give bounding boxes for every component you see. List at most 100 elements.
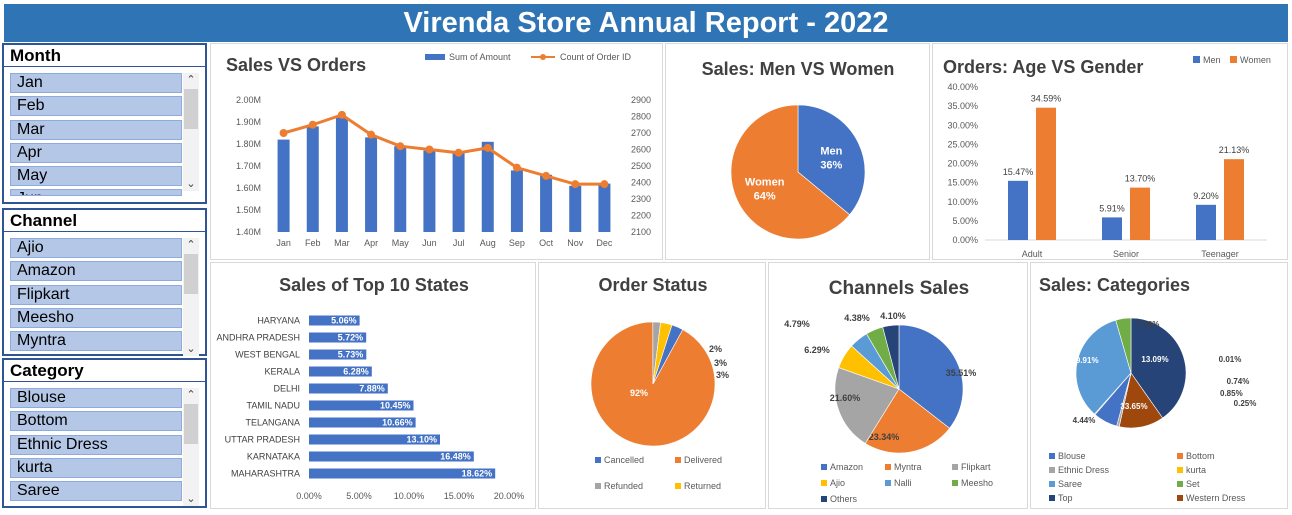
channel-item-meesho[interactable]: Meesho xyxy=(10,307,182,328)
y-right-tick-label: 2700 xyxy=(631,128,651,138)
y-tick-label: 5.00% xyxy=(952,216,978,226)
state-label-tamil-nadu: TAMIL NADU xyxy=(246,401,300,411)
slice-value-extra: 0.85% xyxy=(1220,389,1243,398)
legend-label-men: Men xyxy=(1203,55,1221,65)
channel-scrollbar[interactable]: ⌃ ⌄ xyxy=(183,238,199,356)
slice-value-western-dress: 13.09% xyxy=(1141,355,1168,364)
legend-label-ethnic-dress: Ethnic Dress xyxy=(1058,465,1110,475)
category-item-blouse[interactable]: Blouse xyxy=(10,388,182,408)
month-item-feb[interactable]: Feb xyxy=(10,96,182,117)
legend-label-set: Set xyxy=(1186,479,1200,489)
channel-item-flipkart[interactable]: Flipkart xyxy=(10,284,182,305)
slice-value-blouse: 7.06% xyxy=(1137,320,1160,329)
scroll-down-icon[interactable]: ⌄ xyxy=(186,178,196,190)
month-item-apr[interactable]: Apr xyxy=(10,142,182,163)
category-slicer-header: Category xyxy=(4,360,205,382)
y-left-tick-label: 1.50M xyxy=(236,205,261,215)
y-tick-label: 10.00% xyxy=(947,197,978,207)
scroll-down-icon[interactable]: ⌄ xyxy=(186,343,196,355)
scroll-thumb[interactable] xyxy=(184,254,198,294)
channels-sales-chart: Channels Sales 35.51% 23.34% 21.60% 6.29% 4.7… xyxy=(784,278,993,504)
pie-slice-top xyxy=(1130,317,1187,419)
category-item-bottom[interactable]: Bottom xyxy=(10,411,182,432)
channel-item-amazon[interactable]: Amazon xyxy=(10,261,182,282)
data-label-women-adult: 34.59% xyxy=(1031,94,1062,104)
point-order-aug xyxy=(483,143,492,152)
category-slicer-items: Blouse Bottom Ethnic Dress kurta Saree xyxy=(10,388,182,504)
category-scrollbar[interactable]: ⌃ ⌄ xyxy=(183,388,199,506)
scroll-thumb[interactable] xyxy=(184,89,198,129)
legend-swatch-meesho xyxy=(952,480,958,486)
slice-value-meesho: 4.38% xyxy=(844,313,870,323)
x-tick-label: Jan xyxy=(276,238,291,248)
legend-swatch-myntra xyxy=(885,464,891,470)
y-right-tick-label: 2100 xyxy=(631,227,651,237)
category-item-ethnic-dress[interactable]: Ethnic Dress xyxy=(10,434,182,455)
scroll-up-icon[interactable]: ⌃ xyxy=(186,74,196,86)
month-item-jun[interactable]: Jun xyxy=(10,189,182,197)
value-label-kerala: 6.28% xyxy=(343,367,369,377)
x-tick-label: Feb xyxy=(305,238,321,248)
value-label-maharashtra: 18.62% xyxy=(462,469,493,479)
category-item-saree[interactable]: Saree xyxy=(10,481,182,502)
panel-men-vs-women: Sales: Men VS Women Men 36% Women 64% xyxy=(665,43,930,260)
category-slicer: Category Blouse Bottom Ethnic Dress kurt… xyxy=(2,358,207,508)
x-tick-label: 0.00% xyxy=(296,491,322,501)
bar-amount-sep xyxy=(510,170,523,232)
legend-label-women: Women xyxy=(1240,55,1271,65)
y-right-tick-label: 2400 xyxy=(631,178,651,188)
scroll-down-icon[interactable]: ⌄ xyxy=(186,493,196,505)
legend-label-cancelled: Cancelled xyxy=(604,455,644,465)
legend-swatch-flipkart xyxy=(952,464,958,470)
y-left-tick-label: 1.40M xyxy=(236,227,261,237)
legend-swatch-set xyxy=(1177,481,1183,487)
point-order-may xyxy=(396,142,405,151)
legend-swatch-refunded xyxy=(595,483,601,489)
legend-label-returned: Returned xyxy=(684,481,721,491)
x-tick-label: 5.00% xyxy=(346,491,372,501)
x-tick-label: 20.00% xyxy=(494,491,525,501)
scroll-up-icon[interactable]: ⌃ xyxy=(186,389,196,401)
month-item-mar[interactable]: Mar xyxy=(10,119,182,140)
data-label-men-teenager: 9.20% xyxy=(1193,191,1219,201)
men-vs-women-chart: Sales: Men VS Women Men 36% Women 64% xyxy=(702,59,894,240)
categories-chart: Sales: Categories 7.06% 0.01% 0.74% 0.25% 33.… xyxy=(1039,275,1256,503)
y-tick-label: 15.00% xyxy=(947,178,978,188)
bar-amount-aug xyxy=(481,141,494,232)
slice-value-amazon: 35.51% xyxy=(946,368,977,378)
data-label-men-senior: 5.91% xyxy=(1099,203,1125,213)
y-tick-label: 0.00% xyxy=(952,235,978,245)
legend-swatch-returned xyxy=(675,483,681,489)
y-left-tick-label: 1.90M xyxy=(236,117,261,127)
legend-swatch-top xyxy=(1049,495,1055,501)
panel-channels-sales: Channels Sales 35.51% 23.34% 21.60% 6.29% 4.7… xyxy=(768,262,1028,509)
bar-men-senior xyxy=(1102,217,1122,240)
chart-title: Sales: Categories xyxy=(1039,275,1190,295)
month-item-may[interactable]: May xyxy=(10,166,182,187)
month-item-jan[interactable]: Jan xyxy=(10,73,182,93)
y-left-tick-label: 1.80M xyxy=(236,139,261,149)
bar-andhra-pradesh xyxy=(309,332,367,343)
channel-item-ajio[interactable]: Ajio xyxy=(10,238,182,258)
legend-label-flipkart: Flipkart xyxy=(961,462,991,472)
point-order-nov xyxy=(571,180,580,189)
legend-label-saree: Saree xyxy=(1058,479,1082,489)
channel-item-myntra[interactable]: Myntra xyxy=(10,331,182,352)
scroll-up-icon[interactable]: ⌃ xyxy=(186,239,196,251)
bar-men-teenager xyxy=(1196,204,1216,240)
category-item-kurta[interactable]: kurta xyxy=(10,457,182,478)
legend-label-refunded: Refunded xyxy=(604,481,643,491)
top-states-chart: Sales of Top 10 States HARYANA 5.06% ANDHRA… xyxy=(216,275,525,501)
legend-label-myntra: Myntra xyxy=(894,462,922,472)
point-order-jun xyxy=(425,145,434,154)
panel-age-vs-gender: Orders: Age VS Gender Men Women 0.00% 5.00% 1… xyxy=(932,43,1288,260)
scroll-thumb[interactable] xyxy=(184,404,198,444)
legend-label-kurta: kurta xyxy=(1186,465,1206,475)
bar-amount-jan xyxy=(277,139,290,232)
month-scrollbar[interactable]: ⌃ ⌄ xyxy=(183,73,199,191)
x-tick-label: Aug xyxy=(480,238,496,248)
chart-title: Sales VS Orders xyxy=(226,55,366,75)
slice-value-women: 64% xyxy=(754,191,776,203)
point-order-apr xyxy=(367,130,376,139)
chart-title: Sales of Top 10 States xyxy=(279,275,469,295)
